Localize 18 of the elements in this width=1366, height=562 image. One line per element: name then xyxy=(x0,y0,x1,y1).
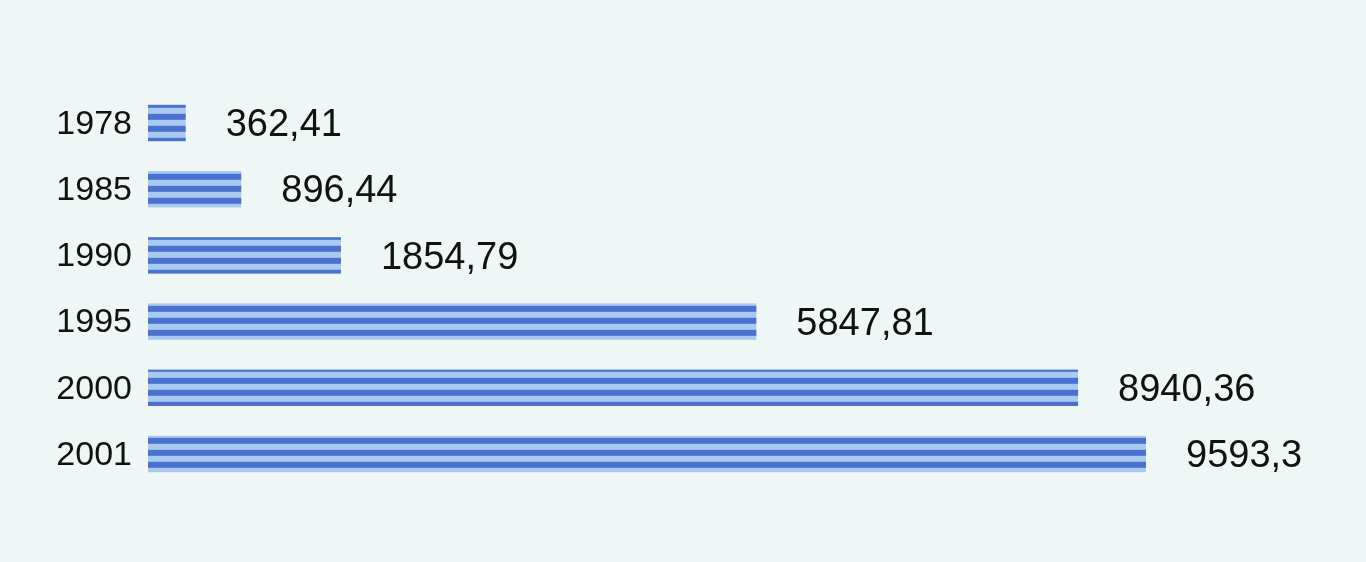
bar xyxy=(148,104,186,142)
y-tick-label: 2000 xyxy=(56,367,132,406)
y-tick-label: 1990 xyxy=(56,235,132,274)
data-label: 896,44 xyxy=(281,168,398,211)
bar xyxy=(148,303,757,340)
data-label: 362,41 xyxy=(225,102,342,145)
y-tick-label: 1978 xyxy=(56,102,132,141)
y-tick-label: 1985 xyxy=(56,169,132,208)
bar xyxy=(148,237,341,274)
y-tick-label: 2001 xyxy=(56,433,132,472)
data-label: 1854,79 xyxy=(380,234,519,277)
data-label: 5847,81 xyxy=(796,300,934,343)
bar xyxy=(148,170,242,208)
data-label: 8940,36 xyxy=(1118,367,1256,410)
data-label: 9593,3 xyxy=(1186,433,1303,476)
bar xyxy=(148,435,1146,473)
y-tick-label: 1995 xyxy=(56,301,132,340)
bar xyxy=(148,369,1079,407)
